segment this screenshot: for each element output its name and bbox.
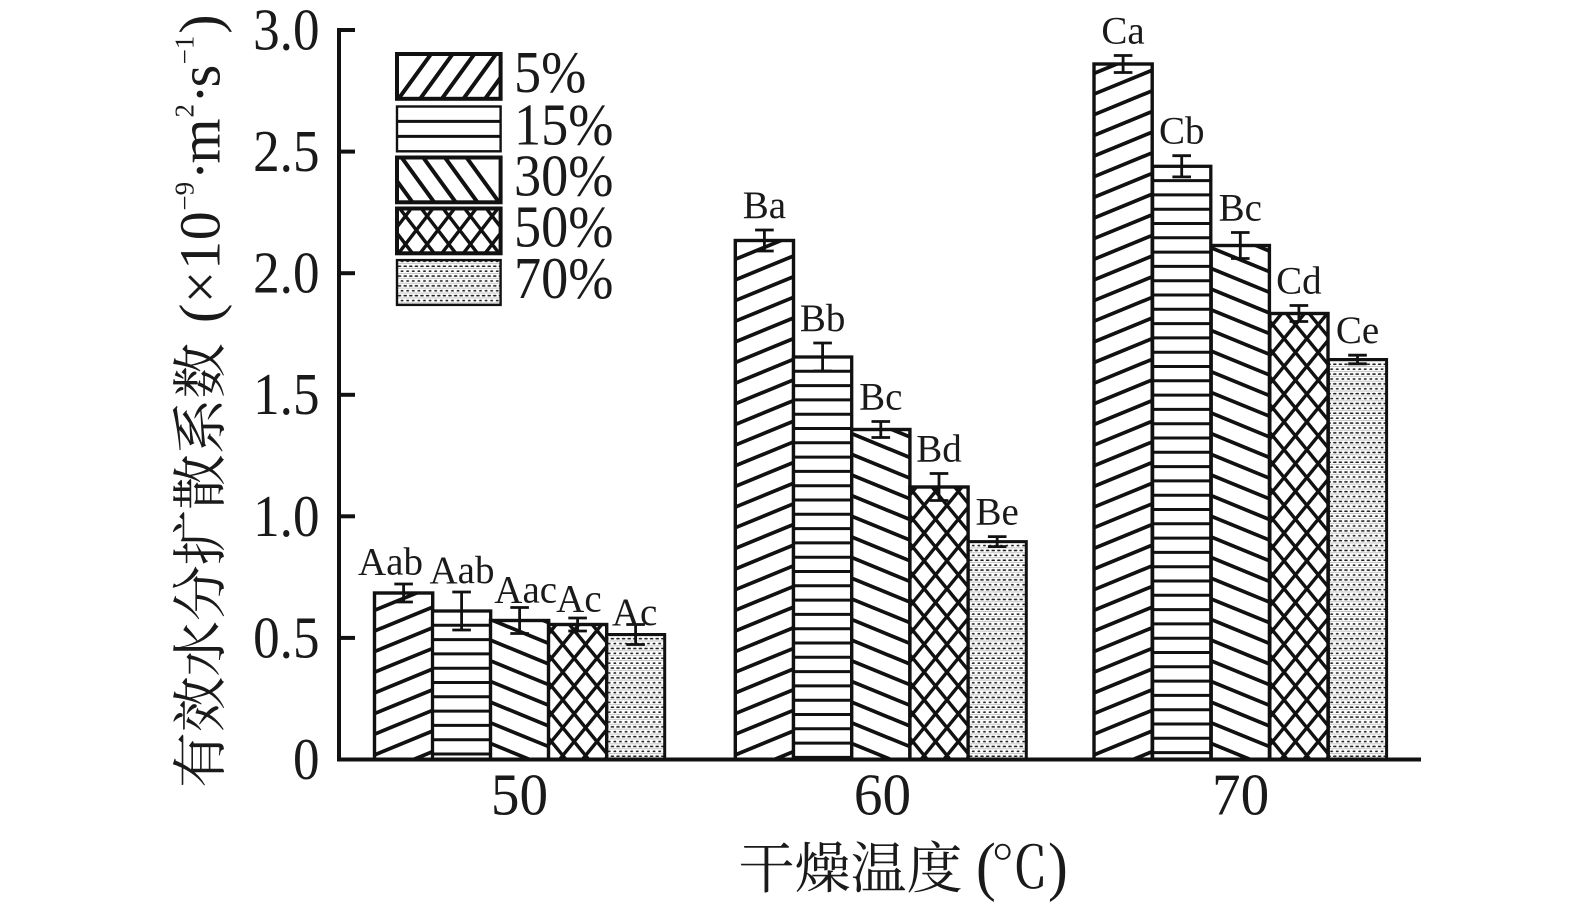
svg-text:60: 60 bbox=[854, 762, 911, 828]
svg-text:Ba: Ba bbox=[743, 184, 786, 227]
svg-text:): ) bbox=[168, 14, 233, 33]
svg-text:Cd: Cd bbox=[1276, 260, 1322, 303]
svg-text:70: 70 bbox=[1212, 762, 1269, 828]
svg-text:0: 0 bbox=[168, 211, 233, 240]
svg-text:Bd: Bd bbox=[916, 428, 962, 471]
svg-text:Ca: Ca bbox=[1101, 10, 1144, 53]
svg-text:Bc: Bc bbox=[1219, 187, 1262, 230]
svg-text:5%: 5% bbox=[514, 40, 586, 106]
svg-text:Aab: Aab bbox=[430, 549, 495, 592]
svg-text:70%: 70% bbox=[514, 246, 613, 312]
svg-text:m: m bbox=[168, 118, 233, 163]
svg-text:15%: 15% bbox=[514, 92, 613, 158]
svg-text:×: × bbox=[168, 271, 233, 304]
svg-text:Ac: Ac bbox=[612, 591, 657, 634]
svg-text:Ce: Ce bbox=[1336, 309, 1379, 352]
svg-text:Ac: Ac bbox=[556, 578, 601, 621]
svg-text:1.0: 1.0 bbox=[253, 484, 319, 549]
svg-text:2.0: 2.0 bbox=[253, 241, 319, 306]
svg-text:Aac: Aac bbox=[494, 569, 557, 612]
svg-text:(: ( bbox=[168, 304, 233, 323]
svg-text:Cb: Cb bbox=[1159, 110, 1205, 153]
svg-text:1: 1 bbox=[168, 241, 233, 270]
svg-text:(: ( bbox=[976, 829, 996, 903]
svg-text:Aab: Aab bbox=[358, 541, 423, 584]
svg-text:−9: −9 bbox=[170, 182, 200, 211]
svg-text:·: · bbox=[168, 161, 233, 180]
svg-text:3.0: 3.0 bbox=[253, 0, 319, 63]
svg-text:0: 0 bbox=[293, 727, 320, 792]
svg-text:2: 2 bbox=[170, 104, 200, 118]
svg-text:30%: 30% bbox=[514, 143, 613, 209]
svg-text:2.5: 2.5 bbox=[253, 120, 319, 185]
svg-text:1.5: 1.5 bbox=[253, 363, 319, 428]
svg-text:50: 50 bbox=[491, 762, 548, 828]
svg-text:0.5: 0.5 bbox=[253, 606, 319, 671]
svg-text:Bb: Bb bbox=[800, 297, 846, 340]
svg-text:): ) bbox=[1048, 829, 1068, 903]
svg-text:s: s bbox=[168, 65, 233, 88]
svg-text:Bc: Bc bbox=[859, 376, 902, 419]
svg-text:50%: 50% bbox=[514, 194, 613, 260]
svg-text:−1: −1 bbox=[170, 36, 200, 65]
svg-text:·: · bbox=[168, 84, 233, 103]
svg-text:Be: Be bbox=[976, 491, 1019, 534]
